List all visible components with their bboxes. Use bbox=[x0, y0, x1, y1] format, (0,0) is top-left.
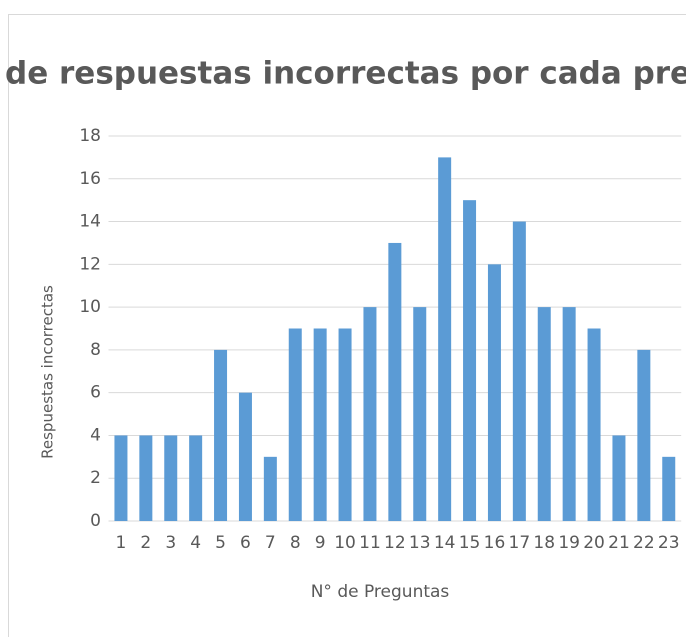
x-tick-label: 13 bbox=[409, 533, 431, 553]
bar bbox=[139, 435, 153, 521]
x-tick-label: 6 bbox=[240, 533, 251, 553]
bar bbox=[587, 328, 601, 521]
x-tick-label: 23 bbox=[658, 533, 680, 553]
bar bbox=[637, 349, 651, 521]
x-tick-label: 8 bbox=[290, 533, 301, 553]
y-tick-label: 12 bbox=[79, 254, 101, 274]
x-tick-label: 5 bbox=[215, 533, 226, 553]
x-tick-label: 1 bbox=[116, 533, 127, 553]
x-tick-label: 20 bbox=[583, 533, 605, 553]
bar bbox=[338, 328, 352, 521]
bar bbox=[214, 349, 228, 521]
x-tick-label: 11 bbox=[359, 533, 381, 553]
y-tick-label: 6 bbox=[90, 383, 101, 403]
y-tick-label: 10 bbox=[79, 297, 101, 317]
bar bbox=[313, 328, 327, 521]
x-tick-label: 22 bbox=[633, 533, 655, 553]
x-tick-label: 18 bbox=[533, 533, 555, 553]
y-tick-label: 2 bbox=[90, 468, 101, 488]
bar bbox=[438, 157, 452, 521]
y-tick-label: 16 bbox=[79, 169, 101, 189]
y-tick-label: 18 bbox=[79, 126, 101, 146]
y-tick-label: 14 bbox=[79, 212, 101, 232]
x-tick-label: 14 bbox=[434, 533, 456, 553]
bar bbox=[114, 435, 128, 521]
bar bbox=[413, 307, 427, 521]
y-tick-label: 0 bbox=[90, 511, 101, 531]
x-tick-label: 2 bbox=[140, 533, 151, 553]
bar bbox=[164, 435, 178, 521]
y-axis-label: Respuestas incorrectas bbox=[39, 285, 57, 459]
x-tick-label: 16 bbox=[484, 533, 506, 553]
x-tick-label: 19 bbox=[558, 533, 580, 553]
bar bbox=[512, 221, 526, 522]
x-tick-label: 15 bbox=[459, 533, 481, 553]
bar bbox=[537, 307, 551, 521]
bar bbox=[238, 392, 252, 521]
bar bbox=[363, 307, 377, 521]
bar bbox=[288, 328, 302, 521]
x-tick-label: 10 bbox=[334, 533, 356, 553]
y-tick-label: 4 bbox=[90, 425, 101, 445]
x-tick-label: 4 bbox=[190, 533, 201, 553]
x-tick-label: 17 bbox=[509, 533, 531, 553]
x-tick-label: 21 bbox=[608, 533, 630, 553]
bar bbox=[463, 200, 477, 521]
x-tick-label: 7 bbox=[265, 533, 276, 553]
chart-title: de respuestas incorrectas por cada pre bbox=[5, 56, 686, 92]
x-tick-label: 12 bbox=[384, 533, 406, 553]
bar bbox=[189, 435, 203, 521]
x-tick-label: 9 bbox=[315, 533, 326, 553]
bar bbox=[263, 456, 277, 521]
bar bbox=[388, 242, 402, 521]
bar bbox=[487, 264, 501, 521]
x-tick-label: 3 bbox=[165, 533, 176, 553]
bar bbox=[612, 435, 626, 521]
x-axis-label: N° de Preguntas bbox=[311, 582, 450, 602]
bar bbox=[662, 456, 676, 521]
bar bbox=[562, 307, 576, 521]
y-tick-label: 8 bbox=[90, 340, 101, 360]
